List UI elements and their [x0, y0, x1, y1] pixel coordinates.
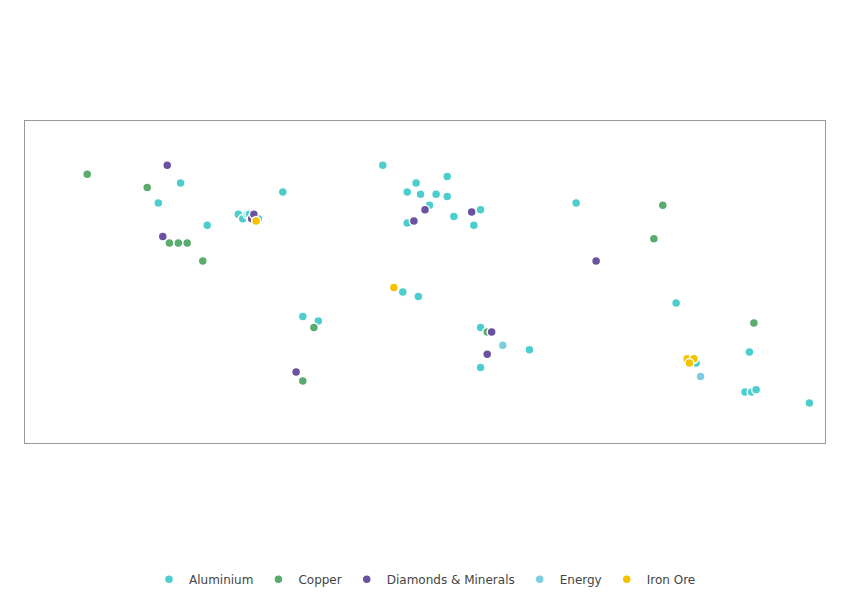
svg-text:Energy: Energy — [560, 573, 602, 587]
svg-text:Copper: Copper — [298, 573, 341, 587]
svg-text:Iron Ore: Iron Ore — [647, 573, 695, 587]
svg-text:Diamonds & Minerals: Diamonds & Minerals — [387, 573, 515, 587]
svg-text:Aluminium: Aluminium — [189, 573, 253, 587]
